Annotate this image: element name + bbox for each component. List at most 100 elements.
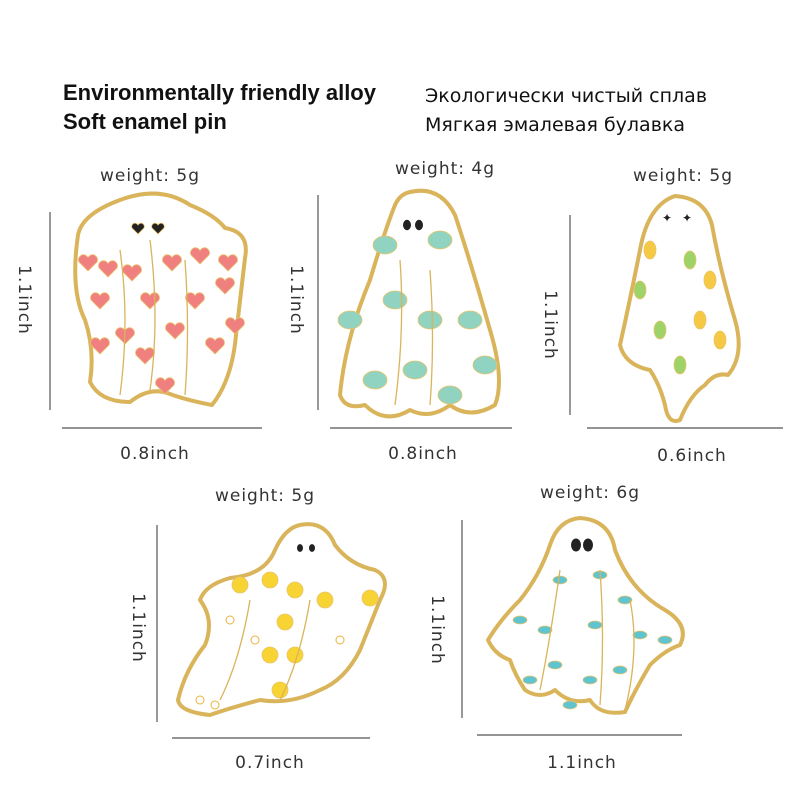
pin-decoration (279, 599, 311, 701)
pin-decoration (632, 630, 648, 640)
pin-decoration (537, 625, 553, 635)
pin-decoration (165, 322, 185, 340)
pin-decoration (512, 615, 528, 625)
pin-decoration (90, 337, 110, 355)
pin-decoration (162, 254, 182, 272)
height-label: 1.1inch (128, 593, 148, 663)
pin-decoration (382, 290, 408, 310)
pin-decoration (297, 544, 303, 552)
weight-label: weight: 6g (540, 483, 640, 503)
pin-decoration: ✦ (662, 211, 672, 225)
pin-decoration (429, 269, 434, 406)
pin-decoration (90, 292, 110, 310)
pin-decoration (98, 260, 118, 278)
pin-decoration (394, 259, 403, 406)
pin-decoration (599, 569, 604, 706)
pin-decoration (271, 681, 289, 699)
pin-decoration (427, 230, 453, 250)
pin-decoration (633, 280, 647, 300)
pin-decoration (624, 599, 635, 711)
pin-decoration (583, 538, 593, 552)
pin-decoration (185, 292, 205, 310)
pin-decoration (286, 581, 304, 599)
pin-decoration (231, 576, 249, 594)
weight-label: weight: 5g (100, 166, 200, 186)
header-text: Экологически чистый сплав (425, 85, 707, 107)
pin-decoration (219, 599, 251, 701)
ghost-pin (618, 194, 741, 423)
pin-decoration (539, 569, 561, 691)
pin-decoration (402, 360, 428, 380)
pin-decoration (693, 310, 707, 330)
pin-decoration (215, 277, 235, 295)
pin-decoration (261, 646, 279, 664)
pin-decoration (316, 591, 334, 609)
pin-decoration (683, 250, 697, 270)
pin-decoration (225, 615, 235, 625)
pin-decoration (119, 249, 126, 396)
pin-decoration (151, 222, 165, 235)
pin-decoration (617, 595, 633, 605)
pin-decoration: ✦ (682, 211, 692, 225)
ghost-pin (73, 191, 248, 407)
pin-decoration (335, 635, 345, 645)
weight-label: weight: 5g (215, 486, 315, 506)
pin-decoration (552, 575, 568, 585)
header-text: Мягкая эмалевая булавка (425, 114, 685, 136)
pin-decoration (250, 635, 260, 645)
pin-decoration (415, 219, 423, 231)
pin-decoration (361, 589, 379, 607)
header-text: Environmentally friendly alloy (63, 80, 377, 105)
height-label: 1.1inch (286, 265, 306, 335)
pin-decoration (337, 310, 363, 330)
pin-decoration (205, 337, 225, 355)
pin-decoration (612, 665, 628, 675)
pin-decoration (653, 320, 667, 340)
pin-decoration (472, 355, 498, 375)
pin-decoration (195, 695, 205, 705)
pin-decoration (547, 660, 563, 670)
pin-decoration (522, 675, 538, 685)
pin-decoration: ✦ ✦ (78, 211, 727, 711)
pin-decoration (643, 240, 657, 260)
pin-decoration (582, 675, 598, 685)
height-label: 1.1inch (540, 290, 560, 360)
ghost-pin (338, 188, 501, 419)
width-label: 0.6inch (657, 446, 727, 466)
width-label: 0.7inch (235, 753, 305, 773)
width-label: 0.8inch (388, 444, 458, 464)
header-text: Soft enamel pin (63, 109, 227, 134)
pin-decoration (131, 222, 145, 235)
pin-decoration (286, 646, 304, 664)
width-label: 1.1inch (547, 753, 617, 773)
pin-decoration (78, 254, 98, 272)
pin-decoration (571, 538, 581, 552)
weight-label: weight: 4g (395, 159, 495, 179)
pin-decoration (562, 700, 578, 710)
pin-decoration (673, 355, 687, 375)
pin-decoration (149, 239, 156, 391)
pin-decoration (362, 370, 388, 390)
pin-decoration (225, 317, 245, 335)
pin-decoration (184, 259, 189, 396)
pin-decoration (713, 330, 727, 350)
weight-label: weight: 5g (633, 166, 733, 186)
pin-decoration (190, 247, 210, 265)
pin-decoration (372, 235, 398, 255)
height-label: 1.1inch (427, 595, 447, 665)
width-label: 0.8inch (120, 444, 190, 464)
ghost-pin (486, 516, 685, 715)
pin-decoration (210, 700, 220, 710)
pin-decoration (457, 310, 483, 330)
pin-decoration (703, 270, 717, 290)
pin-decoration (261, 571, 279, 589)
pin-decoration (218, 254, 238, 272)
pin-decoration (657, 635, 673, 645)
pin-decoration (587, 620, 603, 630)
height-label: 1.1inch (14, 265, 34, 335)
pin-decoration (437, 385, 463, 405)
pin-decoration (417, 310, 443, 330)
pin-decoration (403, 219, 411, 231)
pin-decoration (155, 377, 175, 395)
